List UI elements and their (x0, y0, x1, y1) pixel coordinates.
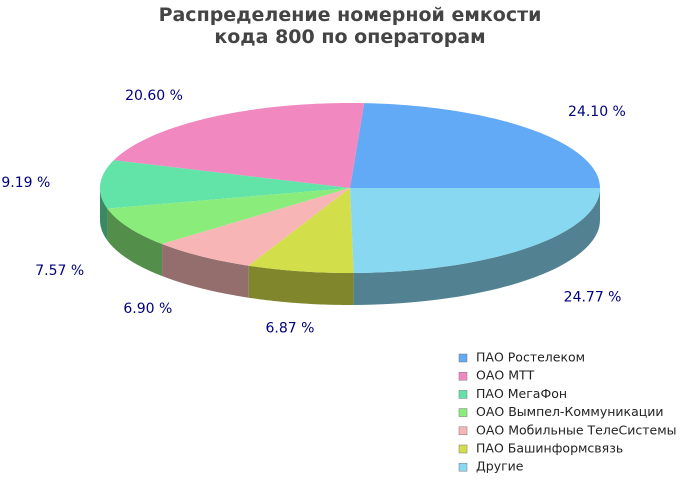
slice (248, 188, 354, 273)
legend-label: Другие (476, 459, 524, 474)
data-label: 24.77 % (564, 290, 622, 306)
legend-label: ОАО Мобильные ТелеСистемы (476, 422, 677, 437)
slice-side (100, 188, 108, 241)
chart-title: Распределение номерной емкости кода 800 … (158, 4, 542, 48)
legend-swatch (458, 408, 468, 417)
slice-side (107, 208, 163, 277)
legend-swatch (458, 462, 468, 472)
slice (107, 188, 350, 245)
data-label: 20.60 % (125, 88, 183, 104)
slice (162, 188, 350, 266)
legend-label: ОАО Вымпел-Коммуникации (476, 404, 663, 419)
legend-label: ПАО Ростелеком (476, 350, 585, 365)
legend-swatch (458, 371, 468, 381)
legend-label: ОАО МТТ (476, 368, 535, 383)
legend-swatch (458, 426, 468, 436)
data-label: 9.19 % (1, 175, 50, 191)
slice-side (248, 265, 354, 305)
data-label: 24.10 % (568, 104, 626, 120)
legend-label: ПАО МегаФон (476, 386, 567, 401)
slice-side (353, 188, 600, 305)
legend-label: ПАО Башинформсвязь (476, 441, 623, 456)
legend-swatch (458, 444, 468, 454)
data-label: 6.87 % (266, 320, 315, 336)
data-label: 7.57 % (35, 263, 84, 279)
slice (113, 103, 365, 188)
slice (100, 160, 350, 209)
slice (350, 103, 600, 188)
legend-swatch (458, 353, 468, 363)
data-label: 6.90 % (123, 301, 172, 317)
legend-swatch (458, 390, 468, 399)
slice-side (162, 244, 249, 298)
slice (350, 188, 600, 273)
